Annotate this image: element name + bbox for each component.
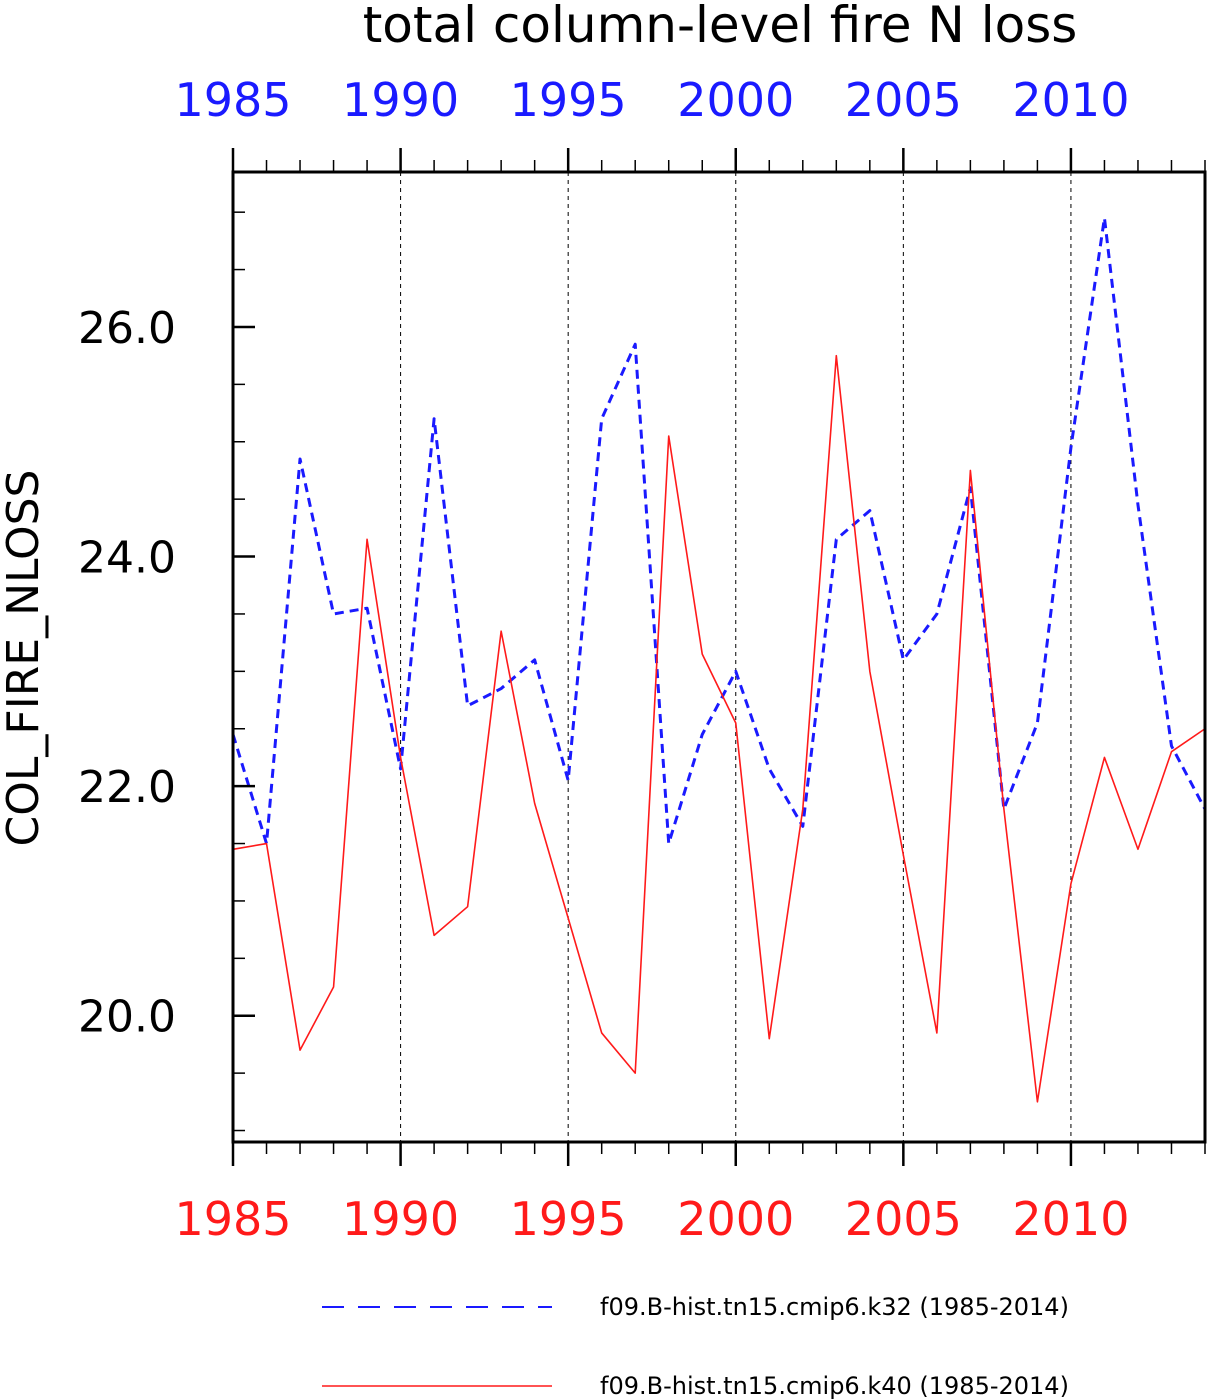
x-tick-label-bottom: 1985 bbox=[174, 1192, 291, 1246]
chart-title: total column-level fire N loss bbox=[363, 0, 1078, 54]
legend-label-2: f09.B-hist.tn15.cmip6.k40 (1985-2014) bbox=[600, 1372, 1069, 1400]
x-tick-label-top: 2005 bbox=[845, 73, 962, 127]
x-tick-label-bottom: 1995 bbox=[510, 1192, 627, 1246]
series-line-2 bbox=[232, 354, 1206, 1103]
x-tick-label-bottom: 1990 bbox=[342, 1192, 459, 1246]
x-tick-label-top: 1995 bbox=[510, 73, 627, 127]
y-axis-label: COL_FIRE_NLOSS bbox=[0, 470, 49, 847]
y-tick-label: 24.0 bbox=[78, 533, 176, 584]
x-tick-label-bottom: 2010 bbox=[1012, 1192, 1129, 1246]
axes: 1985 1985 1990 1990 1995 1995 2000 2000 2005 2005… bbox=[78, 73, 1206, 1246]
x-tick-label-top: 1985 bbox=[174, 73, 291, 127]
legend-label-1: f09.B-hist.tn15.cmip6.k32 (1985-2014) bbox=[600, 1293, 1069, 1321]
x-tick-label-bottom: 2000 bbox=[677, 1192, 794, 1246]
legend: f09.B-hist.tn15.cmip6.k32 (1985-2014) f09… bbox=[322, 1293, 1069, 1400]
series-line-1 bbox=[231, 216, 1207, 846]
y-tick-label: 22.0 bbox=[78, 762, 176, 813]
y-tick-label: 26.0 bbox=[78, 303, 176, 354]
plot-frame bbox=[231, 170, 1207, 1144]
x-tick-label-top: 2010 bbox=[1012, 73, 1129, 127]
y-tick-label: 20.0 bbox=[78, 992, 176, 1043]
x-tick-label-top: 1990 bbox=[342, 73, 459, 127]
series-lines bbox=[231, 216, 1207, 1103]
x-tick-label-bottom: 2005 bbox=[845, 1192, 962, 1246]
grid-lines bbox=[400, 172, 1072, 1142]
x-tick-label-top: 2000 bbox=[677, 73, 794, 127]
